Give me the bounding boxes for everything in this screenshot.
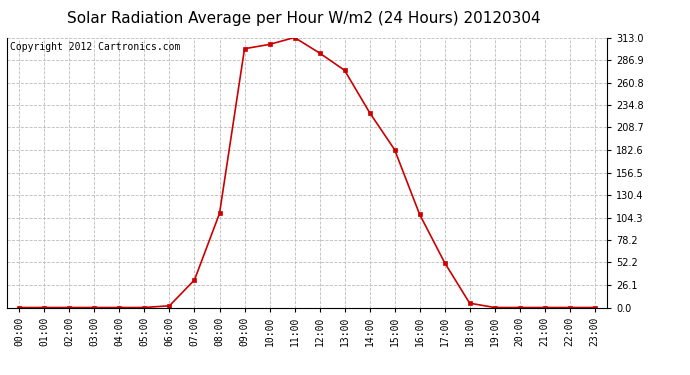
Text: Copyright 2012 Cartronics.com: Copyright 2012 Cartronics.com <box>10 42 180 51</box>
Text: Solar Radiation Average per Hour W/m2 (24 Hours) 20120304: Solar Radiation Average per Hour W/m2 (2… <box>67 11 540 26</box>
